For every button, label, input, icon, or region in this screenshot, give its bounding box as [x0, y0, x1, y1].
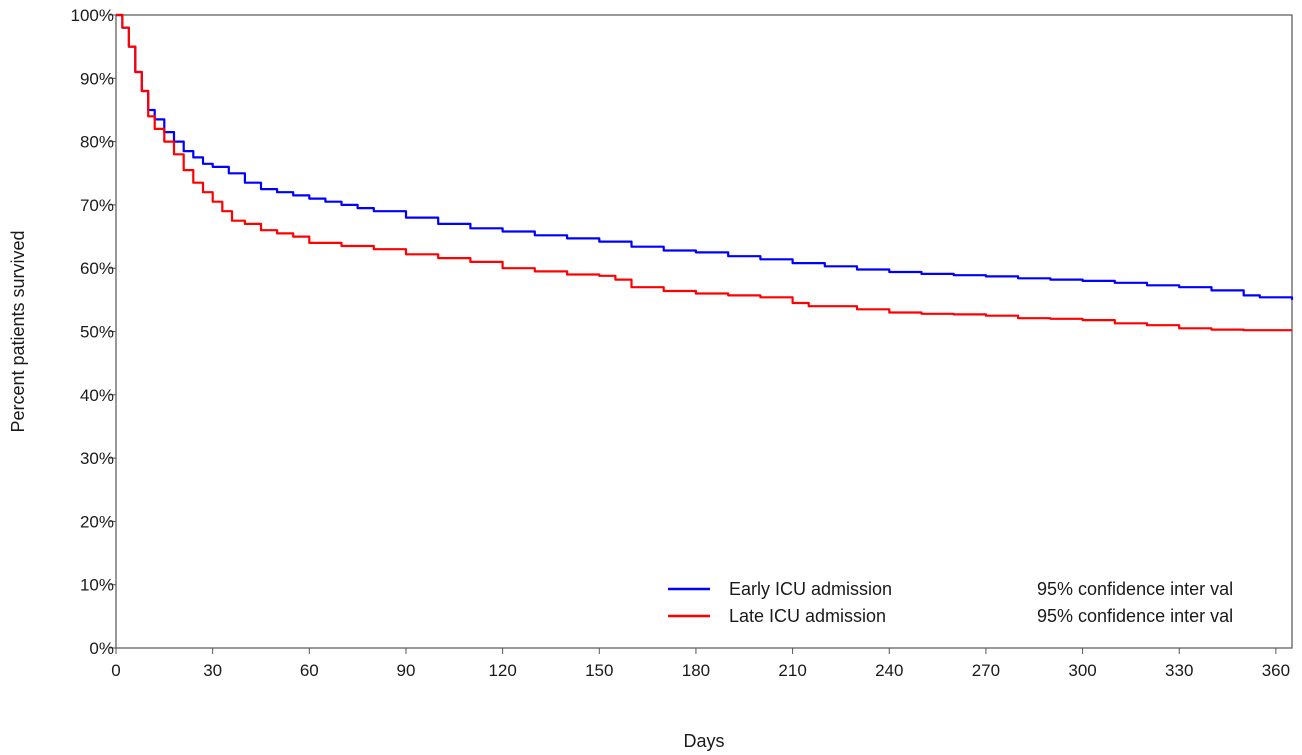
- plot-area: [115, 14, 1293, 649]
- y-tick-label: 30%: [80, 449, 114, 468]
- x-tick-label: 360: [1262, 661, 1290, 680]
- legend-ci-label: 95% confidence inter val: [1037, 606, 1233, 626]
- x-tick-label: 0: [111, 661, 120, 680]
- y-tick-label: 60%: [80, 259, 114, 278]
- x-tick-label: 90: [397, 661, 416, 680]
- plot-frame: [115, 14, 1293, 649]
- series-line-late-icu: [116, 13, 1292, 332]
- x-axis: 0 30 60 90 120 150 180 210 240 270 300 330 360: [111, 648, 1290, 680]
- y-tick-label: 0%: [89, 639, 114, 658]
- x-tick-label: 240: [875, 661, 903, 680]
- x-tick-label: 30: [203, 661, 222, 680]
- y-tick-label: 50%: [80, 323, 114, 342]
- x-tick-label: 330: [1165, 661, 1193, 680]
- series-line-early-icu: [116, 13, 1294, 300]
- x-tick-label: 180: [682, 661, 710, 680]
- y-axis: 0% 10% 20% 30% 40% 50% 60% 70% 80% 90% 100%: [71, 6, 116, 658]
- y-tick-label: 100%: [71, 6, 114, 25]
- x-tick-label: 210: [778, 661, 806, 680]
- y-tick-label: 20%: [80, 512, 114, 531]
- x-tick-label: 270: [972, 661, 1000, 680]
- x-tick-label: 300: [1068, 661, 1096, 680]
- y-tick-label: 90%: [80, 69, 114, 88]
- legend-label: Late ICU admission: [729, 606, 886, 626]
- legend-ci-label: 95% confidence inter val: [1037, 579, 1233, 599]
- series-layer: [116, 13, 1294, 332]
- x-tick-label: 120: [488, 661, 516, 680]
- legend-label: Early ICU admission: [729, 579, 892, 599]
- x-axis-title: Days: [683, 731, 724, 751]
- y-tick-label: 10%: [80, 576, 114, 595]
- y-tick-label: 40%: [80, 386, 114, 405]
- y-axis-title: Percent patients survived: [8, 230, 28, 432]
- legend: Early ICU admission 95% confidence inter …: [668, 579, 1233, 626]
- y-tick-label: 80%: [80, 133, 114, 152]
- x-tick-label: 60: [300, 661, 319, 680]
- y-tick-label: 70%: [80, 196, 114, 215]
- x-tick-label: 150: [585, 661, 613, 680]
